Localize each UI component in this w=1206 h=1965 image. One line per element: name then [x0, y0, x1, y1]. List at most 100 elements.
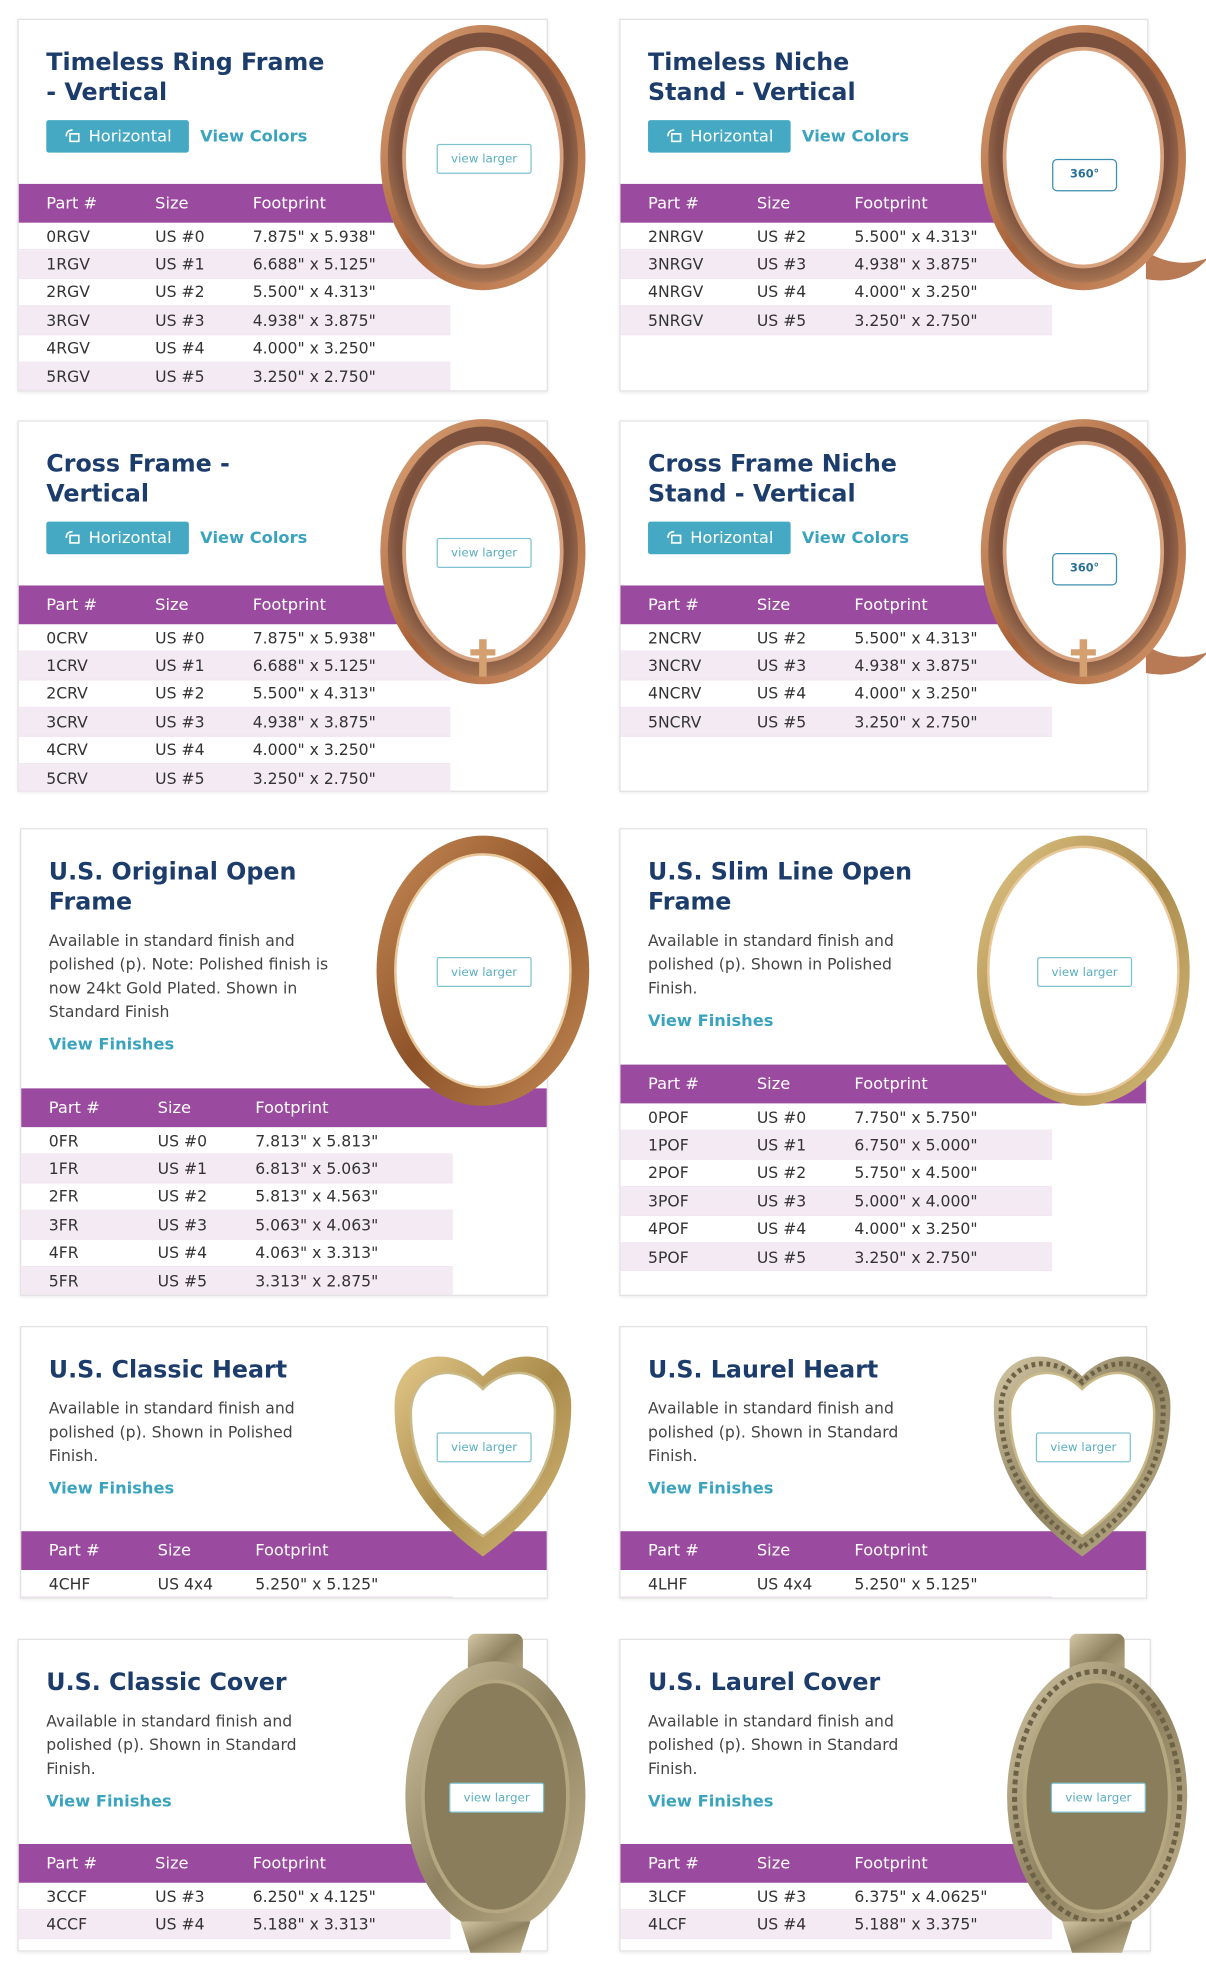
description-block: Available in standard finish and polishe…: [648, 1396, 929, 1501]
table-cell: 5FR: [48, 1271, 79, 1290]
horizontal-button[interactable]: Horizontal: [648, 120, 791, 153]
view-larger-button[interactable]: view larger: [436, 537, 532, 568]
table-cell: US #4: [155, 1914, 205, 1934]
view-larger-button[interactable]: view larger: [436, 143, 532, 174]
header-cell: Footprint: [854, 1853, 928, 1873]
table-row: 4FR US #4 4.063" x 3.313": [21, 1239, 453, 1268]
view-finishes-link[interactable]: View Finishes: [48, 1479, 175, 1499]
view-finishes-link[interactable]: View Finishes: [46, 1792, 172, 1812]
table-cell: 6.688" x 5.125": [252, 656, 376, 676]
table-header: Part # Size Footprint: [620, 1531, 1146, 1571]
header-cell: Size: [155, 595, 189, 615]
title-line: - Vertical: [46, 78, 168, 107]
view-colors-link[interactable]: View Colors: [200, 528, 308, 548]
table-cell: US #2: [157, 1187, 208, 1206]
header-cell: Footprint: [854, 1074, 928, 1094]
table-cell: US #2: [155, 282, 205, 302]
view-finishes-link[interactable]: View Finishes: [648, 1479, 774, 1499]
view-colors-link[interactable]: View Colors: [801, 126, 910, 146]
table-cell: 3.250" x 2.750": [854, 712, 978, 732]
table-cell: 5.250" x 5.125": [854, 1573, 978, 1593]
table-cell: 2RGV: [46, 282, 90, 302]
icon-rect: [670, 133, 682, 143]
table-cell: 0RGV: [46, 226, 90, 246]
horizontal-button[interactable]: Horizontal: [46, 120, 189, 153]
view-larger-button[interactable]: view larger: [1035, 1432, 1131, 1463]
table-cell: US #2: [756, 628, 807, 648]
rotate-360-badge[interactable]: 360°: [1052, 552, 1118, 586]
table-cell: US #5: [756, 310, 807, 330]
table-cell: 1FR: [48, 1159, 79, 1178]
title-line: Vertical: [46, 480, 150, 508]
icon-arrow: [666, 530, 675, 538]
product-card: U.S. Original Open Frame Available in stan…: [20, 828, 590, 1297]
laurel: [1012, 1668, 1183, 1925]
view-larger-button[interactable]: view larger: [436, 957, 532, 988]
header-cell: Part #: [48, 1541, 100, 1560]
table-cell: US #3: [756, 1191, 807, 1211]
header-cell: Size: [756, 1853, 791, 1873]
icon-arrow: [65, 129, 73, 137]
table-cell: US #5: [155, 768, 205, 788]
table-cell: 6.688" x 5.125": [252, 254, 376, 274]
table-cell: 4.063" x 3.313": [255, 1243, 379, 1262]
table-cell: US #1: [756, 1135, 807, 1155]
horizontal-button[interactable]: Horizontal: [648, 521, 791, 555]
button-row: Horizontal View Colors: [46, 521, 308, 555]
view-colors-link[interactable]: View Colors: [801, 528, 910, 548]
table-cell: 3CRV: [46, 712, 88, 732]
table-row: 3NRGV US #3 4.938" x 3.875": [620, 250, 1053, 279]
table-cell: 6.750" x 5.000": [854, 1135, 978, 1155]
icon-arrow: [666, 129, 675, 137]
table-row: 2RGV US #2 5.500" x 4.313": [18, 279, 451, 307]
table-cell: 7.750" x 5.750": [854, 1107, 978, 1127]
table-cell: US #3: [756, 1886, 807, 1906]
parts-table: Part # Size Footprint 4LHF US 4x4 5.250" x 5.…: [620, 1531, 1146, 1599]
button-row: Horizontal View Colors: [648, 521, 910, 555]
table-cell: US #4: [756, 282, 807, 302]
clasp: [460, 1921, 531, 1953]
view-colors-link[interactable]: View Colors: [200, 126, 308, 146]
title-line: U.S. Classic Cover: [46, 1668, 287, 1697]
title-line: Frame: [648, 888, 732, 916]
table-cell: US #5: [756, 712, 807, 732]
icon-rect: [68, 133, 80, 143]
rotate-360-badge[interactable]: 360°: [1052, 158, 1118, 192]
table-cell: 5.500" x 4.313": [252, 282, 376, 302]
header-cell: Part #: [46, 1853, 98, 1873]
table-cell: 3.250" x 2.750": [252, 366, 376, 386]
table-cell: 4.938" x 3.875": [252, 712, 376, 732]
card-title: Cross Frame Niche Stand - Vertical: [648, 449, 897, 509]
table-cell: US #3: [756, 254, 807, 274]
rotate-icon: [65, 530, 80, 544]
rotate-icon: [666, 530, 682, 544]
header-cell: Part #: [46, 193, 98, 213]
table-cell: US #0: [157, 1131, 208, 1150]
header-cell: Size: [155, 1853, 189, 1873]
view-larger-button[interactable]: view larger: [436, 1432, 532, 1463]
table-cell: 3.250" x 2.750": [854, 1247, 978, 1267]
description: Available in standard finish and polishe…: [46, 1711, 297, 1778]
table-cell: 6.250" x 4.125": [252, 1886, 376, 1906]
view-larger-button[interactable]: view larger: [1037, 957, 1133, 988]
view-larger-button[interactable]: view larger: [449, 1782, 545, 1813]
view-finishes-link[interactable]: View Finishes: [48, 1035, 175, 1055]
description-block: Available in standard finish and polishe…: [648, 1709, 929, 1814]
description-block: Available in standard finish and polishe…: [648, 928, 929, 1033]
table-cell: 5POF: [648, 1247, 689, 1267]
card-title: Timeless Ring Frame - Vertical: [46, 48, 324, 108]
horizontal-button[interactable]: Horizontal: [46, 521, 189, 555]
table-cell: 5.063" x 4.063": [255, 1215, 379, 1234]
view-larger-button[interactable]: view larger: [1050, 1782, 1146, 1813]
table-cell: 5RGV: [46, 366, 90, 386]
title-line: Stand - Vertical: [648, 78, 856, 107]
table-cell: 4.938" x 3.875": [854, 254, 978, 274]
header-cell: Part #: [648, 193, 699, 213]
table-cell: US #4: [756, 1914, 807, 1934]
table-row: 3RGV US #3 4.938" x 3.875": [18, 306, 451, 335]
product-card: U.S. Classic Cover Available in standard …: [17, 1633, 586, 1953]
view-finishes-link[interactable]: View Finishes: [648, 1012, 774, 1031]
card-title: U.S. Laurel Cover: [648, 1668, 880, 1698]
view-finishes-link[interactable]: View Finishes: [648, 1792, 774, 1812]
